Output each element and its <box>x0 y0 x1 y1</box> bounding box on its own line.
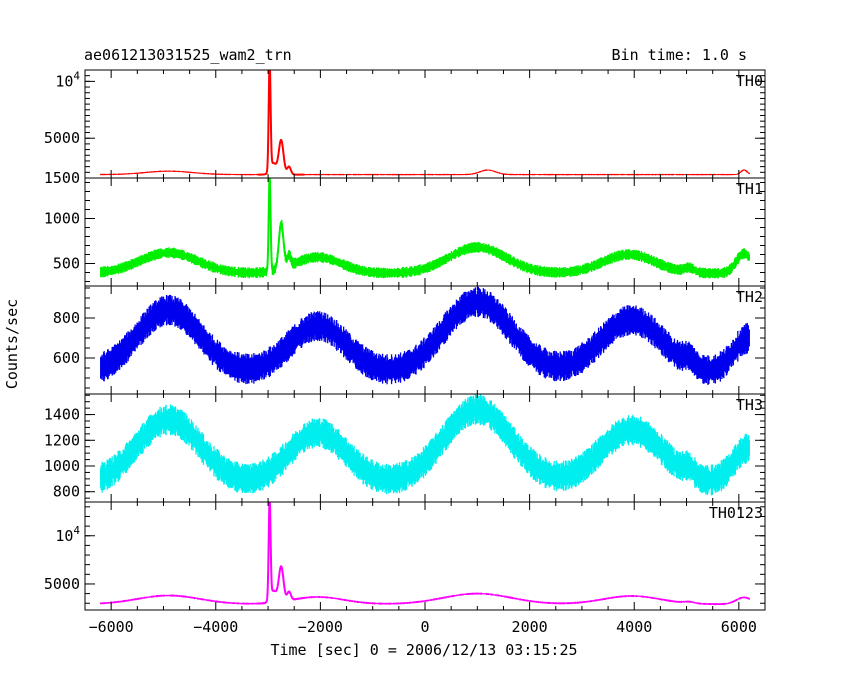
x-tick-label: −4000 <box>193 618 238 636</box>
y-tick-label: 1500 <box>44 169 80 187</box>
panel-label: TH0 <box>736 72 763 90</box>
x-tick-label: 2000 <box>512 618 548 636</box>
x-tick-label: 6000 <box>721 618 757 636</box>
bin-time-label: Bin time: 1.0 s <box>612 46 747 64</box>
panel-th2: 600 800 TH2 <box>53 285 766 395</box>
series-th3 <box>100 394 750 496</box>
series-th0 <box>100 84 750 176</box>
panel-th0: 1500 5000 104 TH0 <box>44 69 766 187</box>
series-th0123 <box>100 504 750 606</box>
x-axis-label: Time [sec] 0 = 2006/12/13 03:15:25 <box>270 641 577 659</box>
y-tick-label: 104 <box>55 524 80 545</box>
y-tick-label: 1000 <box>44 457 80 475</box>
panel-frame <box>84 501 766 611</box>
x-tick-label: −6000 <box>89 618 134 636</box>
y-tick-label: 500 <box>53 255 80 273</box>
panel-label: TH2 <box>736 288 763 306</box>
y-tick-label: 600 <box>53 349 80 367</box>
y-tick-label: 800 <box>53 309 80 327</box>
y-tick-label: 1000 <box>44 210 80 228</box>
panels: 1500 5000 104 TH0 500 1000 TH1 600 800 TH2 800 1000… <box>44 69 766 636</box>
series-peak-th1 <box>257 177 306 274</box>
x-tick-label: −2000 <box>298 618 343 636</box>
panel-label: TH1 <box>736 180 763 198</box>
y-tick-label: 104 <box>55 69 80 90</box>
panel-th3: 800 1000 1200 1400 TH3 <box>44 393 766 503</box>
series-peak-th0123 <box>257 501 305 605</box>
panel-label: TH3 <box>736 396 763 414</box>
chart-title: ae061213031525_wam2_trn <box>84 46 292 64</box>
x-tick-label: 4000 <box>616 618 652 636</box>
panel-th0123: 5000 104 TH0123 <box>44 501 766 611</box>
panel-frame <box>84 69 766 179</box>
y-tick-label: 1400 <box>44 406 80 424</box>
panel-th1: 500 1000 TH1 <box>44 177 766 287</box>
y-tick-label: 5000 <box>44 575 80 593</box>
panel-label: TH0123 <box>709 504 763 522</box>
series-th1 <box>100 178 750 279</box>
series-peak-th0 <box>257 69 305 176</box>
y-axis-label: Counts/sec <box>3 299 21 389</box>
y-tick-label: 1200 <box>44 431 80 449</box>
y-tick-label: 5000 <box>44 129 80 147</box>
y-tick-label: 800 <box>53 483 80 501</box>
x-tick-label: 0 <box>420 618 429 636</box>
series-th2 <box>100 286 750 385</box>
